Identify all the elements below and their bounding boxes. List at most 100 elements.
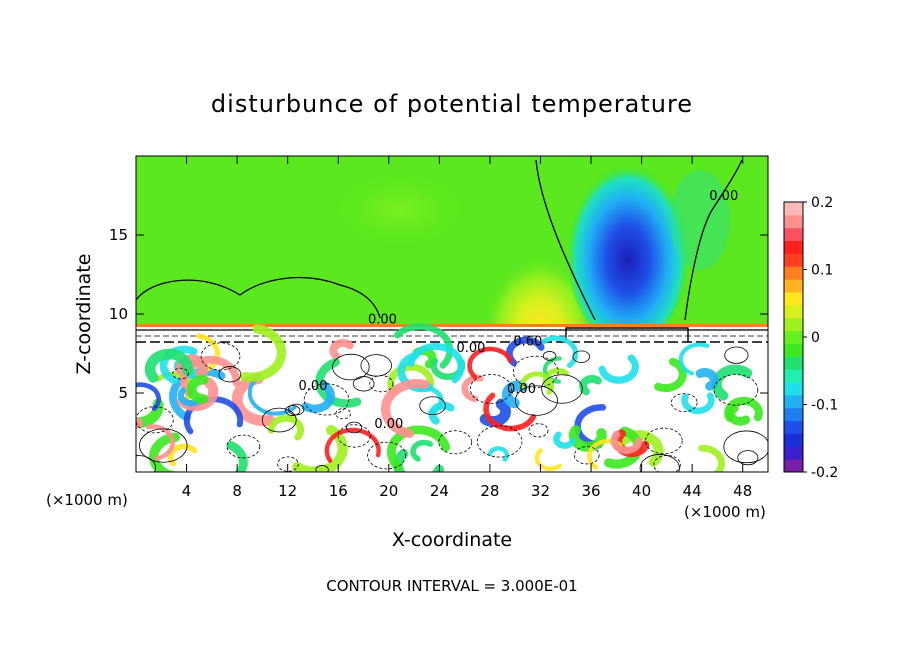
contour-loop [261, 407, 297, 433]
contour-loop [136, 455, 156, 472]
swirl [615, 430, 664, 467]
swirl [240, 324, 287, 382]
swirl [654, 357, 687, 393]
contour-loop [476, 425, 523, 458]
x-axis-label: X-coordinate [392, 529, 512, 551]
contour-loop [469, 374, 512, 404]
contour-loop [335, 408, 352, 420]
x-tick-label: 28 [480, 482, 499, 500]
colorbar-ticks: 0.2 0.1 0 -0.1 -0.2 [803, 195, 838, 481]
contour-loop [419, 396, 446, 416]
x-tick-label: 36 [581, 482, 600, 500]
contour-loop [573, 446, 600, 465]
swirl [579, 374, 602, 396]
swirl [681, 392, 715, 415]
contour-loop [136, 406, 174, 434]
contour-loop [645, 427, 683, 455]
x-tick-label: 32 [531, 482, 550, 500]
y-axis-label: Z-coordinate [73, 254, 95, 375]
colorbar-swatch [784, 304, 803, 319]
swirl [519, 371, 555, 395]
swirl [501, 380, 528, 409]
swirl [698, 444, 725, 472]
colorbar-swatch [784, 356, 803, 370]
x-axis: 4 8 12 16 20 24 28 32 36 40 44 48 [182, 156, 752, 500]
turbulence-field [136, 323, 768, 472]
colorbar-swatch [784, 227, 803, 242]
contour-line-right [684, 159, 743, 321]
contour-label: 0.00 [709, 189, 738, 204]
contour-label: 0.00 [374, 417, 403, 432]
colorbar-frame [783, 201, 804, 473]
colorbar-swatch [784, 279, 803, 293]
colorbar-swatch [784, 382, 803, 396]
swirl [410, 439, 434, 462]
contour-label: 0.00 [298, 379, 327, 394]
swirl [136, 417, 144, 460]
y-tick-label: 5 [118, 384, 128, 402]
colorbar-tick-label: -0.1 [811, 398, 838, 414]
colorbar-swatch [784, 330, 803, 344]
swirl [711, 364, 753, 401]
cold-region [566, 156, 690, 345]
chart-title: disturbunce of potential temperature [211, 90, 693, 118]
swirl [167, 443, 198, 467]
colorbar-swatch [784, 433, 803, 447]
band-white [136, 327, 768, 343]
swirl [678, 342, 710, 376]
contour-label: 0.00 [507, 382, 536, 397]
colorbar-swatch [784, 343, 803, 357]
contour-loop [513, 355, 559, 388]
swirl [186, 374, 209, 404]
contour-loop [172, 367, 189, 380]
y-tick-label: 15 [109, 226, 128, 244]
x-tick-label: 20 [379, 482, 398, 500]
x-tick-label: 48 [733, 482, 752, 500]
colorbar-swatch [784, 459, 803, 473]
colorbar-swatch [784, 240, 803, 254]
swirl [487, 446, 509, 462]
contour-loop [653, 455, 681, 472]
contour-loop [514, 385, 558, 416]
x-tick-label: 8 [232, 482, 242, 500]
colorbar [784, 202, 803, 473]
colorbar-tick-label: 0.2 [811, 195, 833, 211]
x-tick-label: 4 [182, 482, 192, 500]
swirl [180, 355, 241, 397]
colorbar-swatch [784, 266, 803, 280]
swirl [387, 363, 435, 396]
swirl [315, 358, 362, 408]
x-unit-left: (×1000 m) [46, 491, 128, 509]
colorbar-swatch [784, 214, 803, 229]
x-unit-right: (×1000 m) [684, 503, 766, 521]
contour-loop [139, 428, 188, 463]
y-axis: 5 10 15 [109, 226, 768, 402]
swirl [542, 367, 569, 391]
swirl [568, 425, 607, 452]
swirl [144, 348, 194, 383]
contour-loop [218, 366, 242, 383]
colorbar-swatch [784, 369, 803, 383]
swirl [381, 379, 430, 439]
contour-loop [277, 456, 299, 472]
contour-label: 0.00 [368, 312, 397, 327]
swirl [467, 346, 513, 380]
swirl [598, 354, 639, 384]
contour-line-left [136, 276, 381, 319]
x-tick-label: 24 [430, 482, 449, 500]
y-tick-label: 10 [109, 305, 128, 323]
contour-loop [285, 405, 301, 416]
colorbar-swatch [784, 317, 803, 332]
contour-loop [639, 454, 680, 472]
x-tick-label: 16 [329, 482, 348, 500]
swirl [695, 368, 719, 391]
contour-loop [528, 423, 549, 438]
colorbar-swatch [784, 407, 803, 422]
contour-loop [541, 374, 583, 404]
contour-loop [723, 430, 768, 464]
field-plot [136, 156, 768, 472]
swirl [146, 424, 175, 461]
swirl [292, 425, 348, 472]
contour-line-mid [535, 159, 596, 321]
